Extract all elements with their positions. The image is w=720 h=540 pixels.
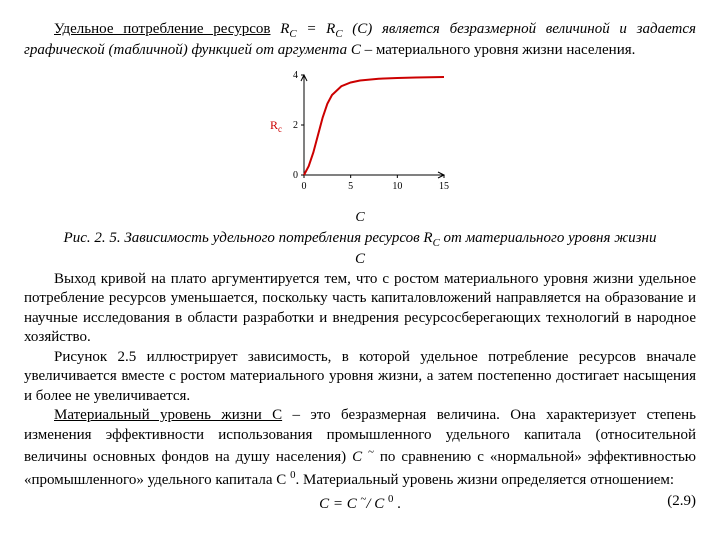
term-material-level: Материальный уровень жизни C — [54, 407, 282, 423]
chart-xlabel: C — [24, 209, 696, 227]
svg-text:4: 4 — [293, 70, 298, 81]
term-specific-consumption: Удельное потребление ресурсов — [54, 21, 271, 37]
svg-text:0: 0 — [302, 181, 307, 192]
svg-text:10: 10 — [392, 181, 402, 192]
figure-caption: Рис. 2. 5. Зависимость удельного потребл… — [24, 229, 696, 270]
svg-text:0: 0 — [293, 170, 298, 181]
svg-text:R: R — [270, 118, 278, 132]
chart-container: 0 2 4 0 5 10 15 Rc C — [24, 65, 696, 228]
svg-text:5: 5 — [348, 181, 353, 192]
equation-2-9: C = C ~/ C 0 . (2.9) — [24, 492, 696, 515]
var-rc: R — [280, 21, 289, 37]
paragraph-2: Выход кривой на плато аргументируется те… — [24, 270, 696, 348]
paragraph-4: Материальный уровень жизни C – это безра… — [24, 406, 696, 490]
paragraph-3: Рисунок 2.5 иллюстрирует зависимость, в … — [24, 348, 696, 407]
svg-text:2: 2 — [293, 120, 298, 131]
paragraph-1: Удельное потребление ресурсов RC = RC (C… — [24, 20, 696, 61]
svg-text:c: c — [278, 124, 282, 134]
svg-text:15: 15 — [439, 181, 449, 192]
rc-vs-c-chart: 0 2 4 0 5 10 15 Rc — [260, 65, 460, 205]
equation-number: (2.9) — [667, 492, 696, 512]
